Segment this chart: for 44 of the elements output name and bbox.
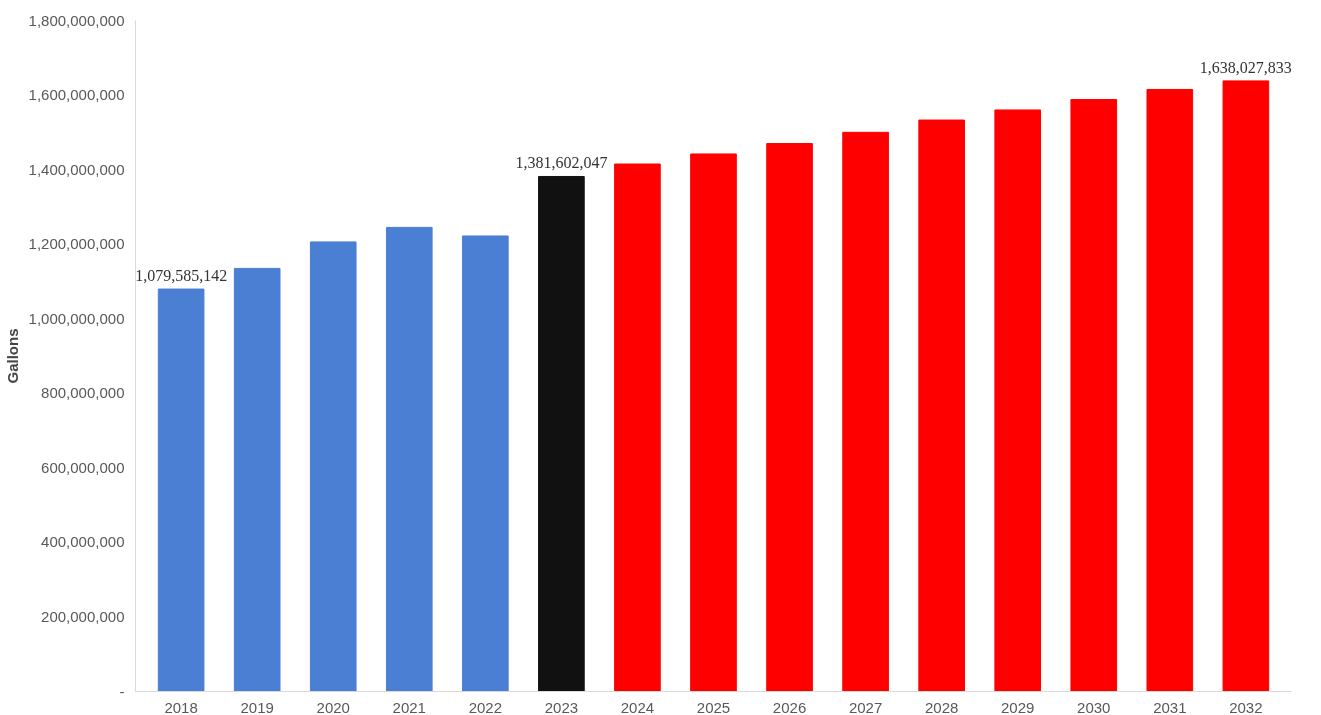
y-tick-label: 600,000,000 bbox=[41, 458, 125, 476]
bar bbox=[157, 288, 205, 692]
bar bbox=[1222, 80, 1270, 692]
x-tick-label: 2022 bbox=[468, 698, 503, 715]
x-tick-label: 2020 bbox=[316, 698, 350, 715]
y-tick-label: 200,000,000 bbox=[41, 607, 125, 625]
x-tick-label: 2032 bbox=[1229, 698, 1263, 715]
bar bbox=[233, 267, 281, 692]
x-tick-label: 2023 bbox=[544, 698, 579, 715]
x-tick-label: 2029 bbox=[1001, 698, 1035, 715]
y-tick-label: 1,600,000,000 bbox=[28, 86, 125, 104]
data-label: 1,638,027,833 bbox=[1199, 58, 1292, 76]
bar bbox=[462, 235, 509, 692]
bar bbox=[994, 109, 1042, 692]
x-tick-label: 2031 bbox=[1153, 698, 1187, 715]
bar bbox=[766, 143, 813, 692]
data-label: 1,381,602,047 bbox=[515, 154, 608, 172]
bar bbox=[385, 226, 433, 692]
x-tick-label: 2030 bbox=[1077, 698, 1111, 715]
bar bbox=[690, 153, 737, 692]
bar bbox=[614, 163, 661, 692]
y-tick-label: 1,000,000,000 bbox=[28, 309, 125, 327]
y-tick-label: 1,200,000,000 bbox=[28, 235, 125, 253]
x-tick-label: 2026 bbox=[772, 698, 807, 715]
bar bbox=[309, 241, 357, 692]
x-tick-label: 2019 bbox=[240, 698, 274, 715]
y-tick-label: 400,000,000 bbox=[41, 533, 125, 551]
x-tick-label: 2028 bbox=[924, 698, 959, 715]
bar bbox=[538, 175, 585, 692]
bar bbox=[1070, 99, 1118, 692]
bar bbox=[918, 119, 965, 692]
y-tick-label: 1,400,000,000 bbox=[28, 160, 125, 178]
data-label: 1,079,585,142 bbox=[135, 267, 228, 285]
y-tick-label: 1,800,000,000 bbox=[28, 11, 125, 29]
bar bbox=[1146, 88, 1194, 692]
bar bbox=[842, 131, 889, 692]
y-axis-title: Gallons bbox=[3, 328, 21, 384]
x-tick-label: 2018 bbox=[164, 698, 198, 715]
x-tick-label: 2021 bbox=[392, 698, 426, 715]
x-tick-label: 2027 bbox=[848, 698, 883, 715]
y-tick-label: 800,000,000 bbox=[41, 384, 125, 402]
x-tick-label: 2025 bbox=[696, 698, 731, 715]
y-tick-label: - bbox=[119, 682, 125, 700]
x-tick-label: 2024 bbox=[620, 698, 655, 715]
